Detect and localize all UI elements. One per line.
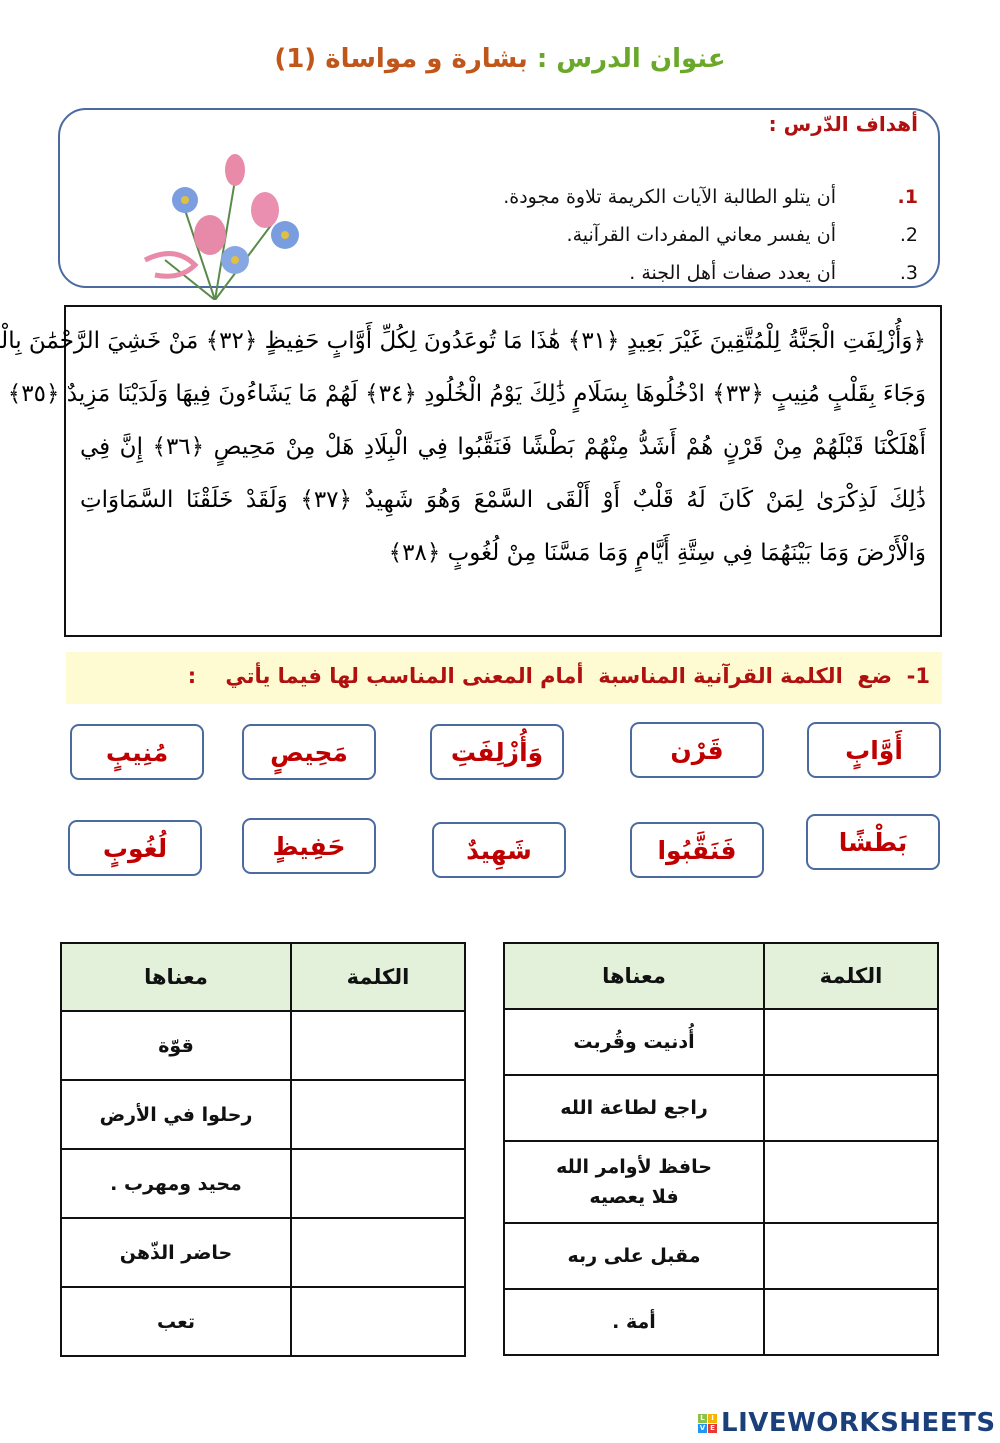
meaning-cell: تعب	[60, 1286, 292, 1357]
meaning-cell: قوّة	[60, 1010, 292, 1081]
goal-item: 2. أن يفسر معاني المفردات القرآنية.	[567, 224, 918, 246]
lesson-title-label: عنوان الدرس :	[536, 44, 726, 74]
answer-cell[interactable]	[290, 1079, 466, 1150]
goal-text: أن يتلو الطالبة الآيات الكريمة تلاوة مجو…	[503, 186, 836, 208]
word-card[interactable]: قَرْن	[630, 722, 764, 778]
meanings-table-right: الكلمة معناها أُدنيت وقُربت راجع لطاعة ال…	[503, 942, 939, 1356]
badge-letter: V	[698, 1423, 707, 1433]
goal-text: أن يعدد صفات أهل الجنة .	[629, 262, 836, 284]
word-card[interactable]: مَحِيصٍ	[242, 724, 376, 780]
goals-heading: أهداف الدّرس :	[768, 112, 918, 136]
answer-cell[interactable]	[290, 1286, 466, 1357]
word-card[interactable]: لُغُوبٍ	[68, 820, 202, 876]
goal-item: 1. أن يتلو الطالبة الآيات الكريمة تلاوة م…	[503, 186, 918, 208]
goal-text: أن يفسر معاني المفردات القرآنية.	[566, 224, 836, 246]
goal-number: 3.	[899, 262, 918, 284]
meaning-cell: حافظ لأوامر الله فلا يعصيه	[503, 1140, 765, 1224]
quran-line: ﴿وَأُزْلِفَتِ الْجَنَّةُ لِلْمُتَّقِينَ …	[0, 328, 926, 354]
quran-line: أَهْلَكْنَا قَبْلَهُمْ مِنْ قَرْنٍ هُمْ …	[80, 434, 926, 460]
meaning-cell: مقبل على ربه	[503, 1222, 765, 1290]
badge-letter: I	[708, 1413, 717, 1423]
quran-line: وَالْأَرْضَ وَمَا بَيْنَهُمَا فِي سِتَّة…	[388, 540, 926, 566]
meanings-table-left: الكلمة معناها قوّة رحلوا في الأرض محيد وم…	[60, 942, 466, 1357]
task-banner: 1- ضع الكلمة القرآنية المناسبة أمام المع…	[66, 652, 942, 704]
header-meaning: معناها	[503, 942, 765, 1010]
answer-cell[interactable]	[290, 1148, 466, 1219]
word-card[interactable]: حَفِيظٍ	[242, 818, 376, 874]
word-card[interactable]: شَهِيدٌ	[432, 822, 566, 878]
live-badge-icon: L I V E	[698, 1413, 717, 1433]
lesson-title-name: بشارة و مواساة (1)	[274, 44, 528, 74]
word-card[interactable]: بَطْشًا	[806, 814, 940, 870]
liveworksheets-logo: L I V E LIVEWORKSHEETS	[698, 1408, 996, 1438]
lesson-title: عنوان الدرس : بشارة و مواساة (1)	[0, 44, 1000, 74]
answer-cell[interactable]	[763, 1140, 939, 1224]
task-instruction: 1- ضع الكلمة القرآنية المناسبة أمام المع…	[187, 664, 930, 688]
quran-line: ذَٰلِكَ لَذِكْرَىٰ لِمَنْ كَانَ لَهُ قَل…	[80, 487, 926, 513]
answer-cell[interactable]	[763, 1074, 939, 1142]
goal-item: 3. أن يعدد صفات أهل الجنة .	[629, 262, 918, 284]
meaning-cell: محيد ومهرب .	[60, 1148, 292, 1219]
header-word: الكلمة	[290, 942, 466, 1012]
meaning-cell: راجع لطاعة الله	[503, 1074, 765, 1142]
meaning-cell: رحلوا في الأرض	[60, 1079, 292, 1150]
answer-cell[interactable]	[763, 1222, 939, 1290]
badge-letter: L	[698, 1413, 707, 1423]
meaning-cell: أُدنيت وقُربت	[503, 1008, 765, 1076]
header-word: الكلمة	[763, 942, 939, 1010]
answer-cell[interactable]	[763, 1288, 939, 1356]
meaning-cell: أمة .	[503, 1288, 765, 1356]
meaning-cell: حاضر الذّهن	[60, 1217, 292, 1288]
goal-number: 1.	[897, 186, 918, 208]
answer-cell[interactable]	[763, 1008, 939, 1076]
answer-cell[interactable]	[290, 1217, 466, 1288]
quran-passage: ﴿وَأُزْلِفَتِ الْجَنَّةُ لِلْمُتَّقِينَ …	[0, 305, 942, 637]
goals-box	[58, 108, 940, 288]
logo-text: LIVEWORKSHEETS	[721, 1408, 996, 1438]
header-meaning: معناها	[60, 942, 292, 1012]
word-card[interactable]: وَأُزْلِفَتِ	[430, 724, 564, 780]
badge-letter: E	[708, 1423, 717, 1433]
answer-cell[interactable]	[290, 1010, 466, 1081]
goal-number: 2.	[899, 224, 918, 246]
word-card[interactable]: أَوَّابٍ	[807, 722, 941, 778]
word-card[interactable]: مُنِيبٍ	[70, 724, 204, 780]
flower-bouquet-image	[143, 154, 299, 300]
quran-line: وَجَاءَ بِقَلْبٍ مُنِيبٍ ﴿٣٣﴾ ادْخُلُوهَ…	[0, 381, 926, 407]
word-card[interactable]: فَنَقَّبُوا	[630, 822, 764, 878]
